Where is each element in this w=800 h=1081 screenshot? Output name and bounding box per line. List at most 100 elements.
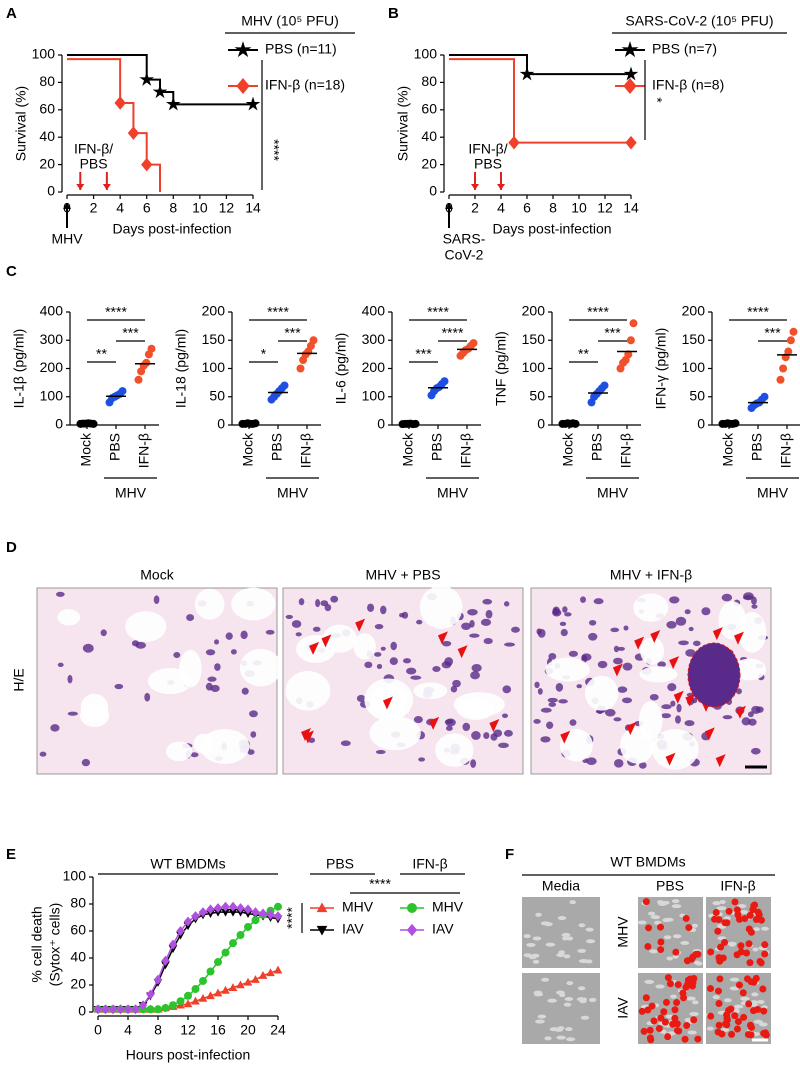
cell [739,910,749,915]
y-axis-label: TNF (pg/ml) [493,331,509,406]
nucleus [649,693,659,701]
x-tick-label: 6 [143,200,151,216]
nucleus [81,758,91,767]
marker [508,135,520,150]
legend-group: IFN-β [412,856,447,872]
airspace [179,649,202,688]
y-axis-label: IL-18 (pg/ml) [173,329,189,408]
y-axis-label: IFN-γ (pg/ml) [653,328,669,410]
y-axis-label: IL-1β (pg/ml) [11,329,27,409]
x-axis-label: Days post-infection [112,221,231,237]
dead-cell [689,978,697,986]
legend-label: MHV [342,899,374,915]
nucleus [504,642,516,647]
marker [621,41,639,58]
dead-cell [751,901,759,909]
cell [578,986,586,991]
airspace [165,741,193,762]
significance: *** [122,325,139,341]
nucleus [613,657,623,665]
marker [406,923,418,937]
dead-cell [737,948,745,956]
cell [569,900,576,905]
airspace [194,588,225,620]
marker [141,157,153,172]
treatment-label: IFN-β/ [468,141,507,157]
y-tick-label: 100 [32,46,56,62]
infection-label: SARS- [443,231,486,247]
airspace [125,611,167,642]
survival-line [449,54,631,76]
data-point [469,339,478,348]
survival-line [449,58,631,144]
dead-cell [685,924,693,932]
legend-title: MHV (10⁵ PFU) [241,13,339,29]
cell [655,984,665,989]
dead-cell [642,994,650,1002]
dead-cell [640,1027,648,1035]
marker [146,989,155,1000]
nucleus [593,598,604,605]
y-tick-label: 100 [414,46,438,62]
marker [198,907,208,918]
cell [729,977,740,982]
significance: **** [105,304,127,320]
cell [761,926,769,931]
nucleus [67,674,73,684]
cell [532,959,540,964]
nucleus [755,706,764,713]
group-label: MHV [597,485,629,501]
nucleus [548,702,557,707]
panel-label: B [388,5,399,22]
nucleus [569,719,577,726]
arrow-head [63,203,71,209]
nucleus [684,720,695,727]
cell [526,942,536,947]
x-tick-label: IFN-β [298,433,314,468]
x-tick-label: 24 [270,1022,286,1038]
dead-cell [757,959,765,967]
dead-cell [744,1030,752,1038]
x-tick-label: 2 [471,200,479,216]
cell [759,1022,768,1027]
column-label: Media [542,878,580,894]
nucleus [367,603,375,612]
dead-cell [731,1012,739,1020]
marker [266,968,275,977]
cell [589,997,597,1002]
y-tick-label: 50 [209,387,225,403]
lesion-arrowhead [665,752,676,766]
dead-cell [645,924,653,932]
nucleus [666,620,677,629]
legend-label: IAV [342,921,364,937]
cell [547,998,557,1003]
nucleus [471,663,482,672]
data-point [779,364,788,373]
nucleus [546,721,554,729]
row-label: MHV [615,916,631,948]
nucleus [621,697,633,704]
nucleus [614,758,624,768]
cell [753,1019,763,1024]
nucleus [548,653,557,660]
cell [556,1035,566,1040]
cell [541,977,550,982]
marker [221,901,230,912]
dead-cell [761,941,769,949]
cell [687,1030,697,1035]
dead-cell [680,994,688,1002]
dead-cell [681,1035,689,1043]
cell [578,923,586,928]
data-point [624,350,633,359]
y-axis-label: IL-6 (pg/ml) [333,333,349,405]
y-tick-label: 100 [682,359,706,375]
nucleus [498,742,509,749]
nucleus [533,718,541,724]
dead-cell [761,950,769,958]
dead-cell [752,974,760,982]
y-tick-label: 80 [421,73,437,89]
nucleus [555,683,564,692]
y-tick-label: 40 [39,128,55,144]
airspace [584,675,619,711]
marker [183,916,193,927]
